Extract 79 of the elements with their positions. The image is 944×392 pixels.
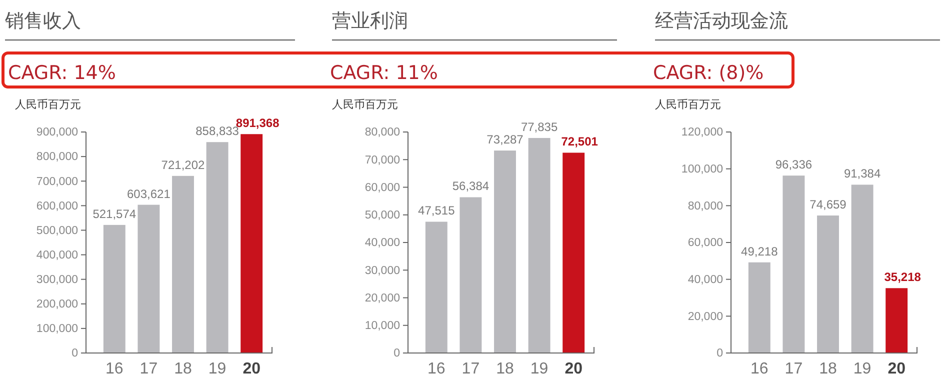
x-tick-label: 19 [853, 360, 872, 378]
text: CAGR: 11% [330, 62, 438, 84]
y-tick-label: 120,000 [681, 126, 723, 139]
y-tick-label: 80,000 [688, 200, 723, 212]
y-tick-label: 30,000 [364, 264, 400, 277]
data-label: 56,384 [452, 179, 490, 194]
y-tick-label: 80,000 [364, 126, 400, 139]
y-tick-label: 900,000 [36, 126, 78, 139]
x-tick-label: 19 [530, 360, 548, 378]
x-tick-label: 16 [750, 360, 768, 378]
x-tick-label: 16 [428, 360, 446, 378]
bar [494, 150, 516, 353]
data-label: 603,621 [127, 186, 171, 201]
y-tick-label: 100,000 [36, 323, 78, 336]
bar [425, 222, 448, 353]
y-tick-label: 50,000 [364, 210, 400, 222]
y-axis-title: 人民币百万元 [655, 98, 721, 111]
bar [460, 197, 482, 353]
y-tick-label: 500,000 [36, 224, 78, 237]
y-tick-label: 60,000 [688, 237, 723, 250]
data-label: 521,574 [92, 206, 136, 221]
bar [138, 204, 160, 353]
y-tick-label: 600,000 [36, 200, 78, 212]
data-label: 74,659 [810, 198, 847, 212]
x-tick-label: 20 [564, 360, 583, 378]
x-tick-label: 20 [888, 360, 906, 378]
x-tick-label: 19 [208, 360, 226, 378]
chart-title: 经营活动现金流 [655, 10, 788, 32]
data-label: 72,501 [561, 134, 598, 149]
bar [817, 216, 839, 353]
bar [748, 262, 770, 353]
x-tick-label: 20 [242, 360, 261, 378]
data-label: 721,202 [161, 158, 206, 172]
y-tick-label: 700,000 [36, 176, 78, 188]
data-label: 47,515 [418, 204, 456, 218]
bar [886, 288, 908, 353]
bar [528, 138, 550, 353]
y-axis-title: 人民币百万元 [15, 98, 81, 111]
chart-title: 营业利润 [332, 10, 408, 32]
x-tick-label: 17 [462, 360, 480, 378]
data-label: 73,287 [486, 132, 524, 147]
y-tick-label: 400,000 [36, 249, 78, 262]
y-tick-label: 20,000 [364, 292, 400, 304]
x-tick-label: 18 [819, 360, 837, 378]
y-tick-label: 40,000 [364, 237, 400, 250]
y-tick-label: 200,000 [36, 298, 78, 311]
bar [240, 134, 263, 353]
y-tick-label: 100,000 [681, 164, 723, 176]
x-tick-label: 18 [496, 360, 514, 378]
y-tick-label: 70,000 [364, 154, 400, 166]
data-label: 96,336 [775, 158, 812, 172]
data-label: 49,218 [741, 244, 778, 258]
data-label: 77,835 [520, 120, 558, 134]
y-tick-label: 20,000 [688, 310, 723, 323]
y-tick-label: 0 [72, 348, 78, 360]
y-tick-label: 10,000 [364, 320, 400, 332]
bar [103, 224, 126, 353]
y-axis-title: 人民币百万元 [332, 98, 398, 111]
y-tick-label: 60,000 [364, 182, 400, 194]
text: CAGR: 14% [8, 62, 116, 84]
chart-title: 销售收入 [4, 10, 81, 32]
data-label: 35,218 [884, 270, 922, 284]
y-tick-label: 40,000 [688, 274, 723, 286]
x-tick-label: 17 [784, 360, 803, 378]
x-tick-label: 18 [174, 360, 192, 378]
bar [172, 176, 194, 353]
x-tick-label: 17 [140, 360, 158, 378]
data-label: 91,384 [844, 166, 881, 181]
data-label: 891,368 [236, 116, 280, 130]
bar [851, 184, 874, 353]
bar [782, 176, 805, 353]
y-tick-label: 300,000 [36, 274, 78, 286]
x-tick-label: 16 [106, 360, 124, 378]
y-tick-label: 0 [716, 348, 723, 360]
y-tick-label: 800,000 [36, 151, 78, 164]
y-tick-label: 0 [394, 348, 400, 360]
bar [562, 152, 585, 353]
bar [206, 142, 228, 353]
text: CAGR: (8)% [653, 62, 764, 84]
